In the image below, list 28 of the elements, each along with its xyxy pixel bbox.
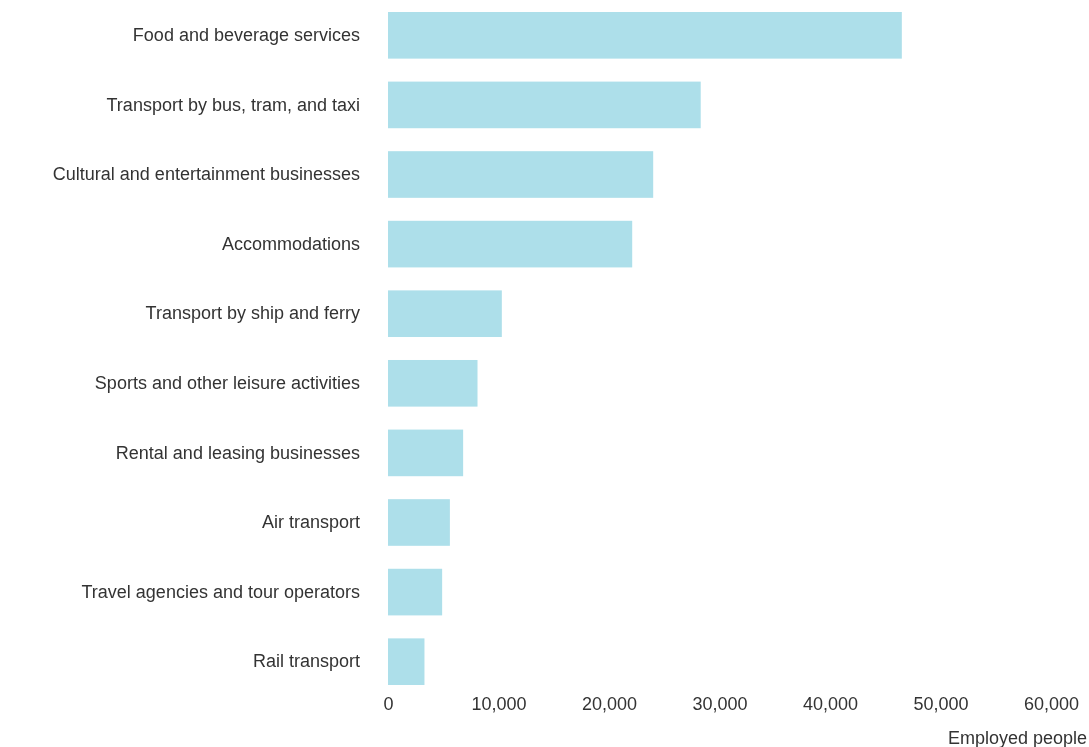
y-tick-label: Transport by ship and ferry	[145, 303, 360, 324]
x-tick-label: 10,000	[471, 693, 527, 714]
x-tick-label: 20,000	[581, 693, 638, 714]
bar	[388, 290, 502, 338]
y-tick-label: Rail transport	[252, 651, 360, 672]
bar	[388, 638, 425, 685]
x-tick-label: 60,000	[1023, 693, 1080, 714]
bar	[388, 151, 654, 198]
x-axis-title: Employed people	[947, 728, 1087, 747]
y-tick-label: Travel agencies and tour operators	[81, 581, 360, 602]
bar	[388, 499, 450, 546]
y-tick-label: Air transport	[261, 512, 360, 533]
y-tick-label: Cultural and entertainment businesses	[52, 164, 360, 185]
y-tick-label: Sports and other leisure activities	[94, 373, 360, 394]
x-tick-label: 40,000	[802, 693, 859, 714]
bar	[388, 12, 902, 59]
x-tick-label: 50,000	[913, 693, 969, 714]
y-tick-label: Accommodations	[221, 233, 360, 254]
y-tick-label: Rental and leasing businesses	[115, 442, 360, 463]
y-tick-label: Food and beverage services	[132, 25, 360, 46]
y-tick-label: Transport by bus, tram, and taxi	[106, 94, 360, 115]
bar	[388, 220, 633, 268]
x-tick-label: 0	[383, 693, 394, 714]
bar	[388, 359, 478, 407]
bar	[388, 568, 443, 616]
bar	[388, 81, 701, 129]
x-tick-label: 30,000	[692, 693, 748, 714]
bar	[388, 429, 464, 477]
